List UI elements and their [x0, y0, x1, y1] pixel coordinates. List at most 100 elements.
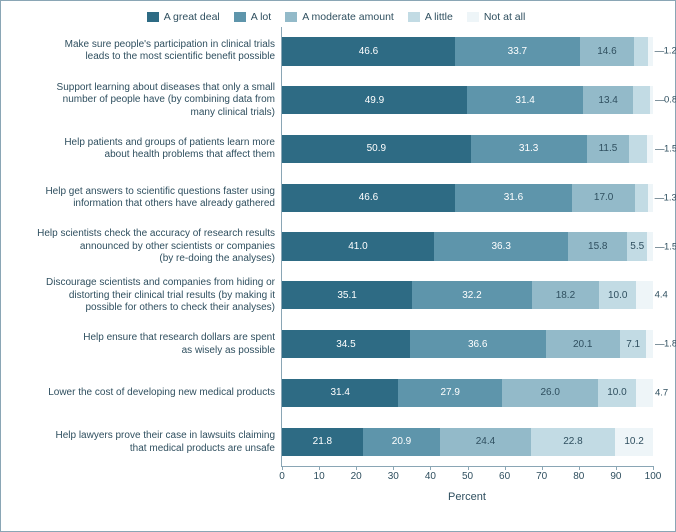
- bar-segment: 22.8: [531, 428, 616, 456]
- legend-label: A great deal: [164, 11, 220, 23]
- bar-segment: 32.2: [412, 281, 531, 309]
- bar-segment: 46.6: [282, 37, 455, 65]
- legend-label: A little: [425, 11, 453, 23]
- x-tick-label: 60: [499, 471, 510, 482]
- bar-row: 41.036.315.85.5—1.5: [282, 222, 653, 271]
- legend-swatch: [467, 12, 479, 22]
- trail-label: —1.2: [653, 46, 676, 57]
- x-tick-label: 30: [388, 471, 399, 482]
- y-label: Help lawyers prove their case in lawsuit…: [19, 418, 281, 467]
- y-label: Help ensure that research dollars are sp…: [19, 320, 281, 369]
- bar-row: 35.132.218.210.04.4: [282, 271, 653, 320]
- legend-item: A lot: [234, 11, 271, 23]
- bar-segment: 36.3: [434, 232, 569, 260]
- bar-segment: [646, 330, 653, 358]
- bar-segment: 18.2: [532, 281, 600, 309]
- bar: 46.631.617.0—1.3: [282, 184, 653, 212]
- bar-segment: [633, 86, 650, 114]
- bar: 46.633.714.6—1.2: [282, 37, 653, 65]
- x-tick-mark: [319, 466, 320, 470]
- trail-label: 4.7: [653, 387, 668, 398]
- bar-rows: 46.633.714.6—1.2 49.931.413.4—0.8 50.931.3…: [282, 27, 653, 466]
- legend: A great deal A lot A moderate amount A litt…: [19, 11, 653, 23]
- bar-segment: 46.6: [282, 184, 455, 212]
- x-tick-mark: [542, 466, 543, 470]
- legend-label: Not at all: [484, 11, 525, 23]
- x-tick-label: 10: [314, 471, 325, 482]
- bar-row: 49.931.413.4—0.8: [282, 76, 653, 125]
- y-label: Support learning about diseases that onl…: [19, 76, 281, 125]
- x-tick-mark: [356, 466, 357, 470]
- trail-label: —1.5: [653, 143, 676, 154]
- x-tick-label: 50: [462, 471, 473, 482]
- bar-segment: [634, 37, 648, 65]
- legend-label: A moderate amount: [302, 11, 394, 23]
- x-tick-mark: [653, 466, 654, 470]
- trail-label: —1.3: [653, 192, 676, 203]
- legend-item: A moderate amount: [285, 11, 394, 23]
- y-label: Lower the cost of developing new medical…: [19, 369, 281, 418]
- legend-item: A great deal: [147, 11, 220, 23]
- legend-swatch: [285, 12, 297, 22]
- x-tick-label: 100: [645, 471, 662, 482]
- bar-segment: 5.5: [627, 232, 647, 260]
- bar: 34.536.620.17.1—1.8: [282, 330, 653, 358]
- bar-segment: 49.9: [282, 86, 467, 114]
- x-tick-label: 70: [536, 471, 547, 482]
- bar: 41.036.315.85.5—1.5: [282, 232, 653, 260]
- x-tick-mark: [430, 466, 431, 470]
- bar-segment: 14.6: [580, 37, 634, 65]
- bar-row: 46.631.617.0—1.3: [282, 173, 653, 222]
- bar-segment: 21.8: [282, 428, 363, 456]
- chart-frame: A great deal A lot A moderate amount A litt…: [0, 0, 676, 532]
- bar-row: 50.931.311.5—1.5: [282, 125, 653, 174]
- bar-segment: 13.4: [583, 86, 633, 114]
- bar-segment: 31.6: [455, 184, 572, 212]
- bar-segment: 10.0: [598, 379, 635, 407]
- bar-segment: 33.7: [455, 37, 580, 65]
- y-axis-labels: Make sure people's participation in clin…: [19, 27, 281, 467]
- trail-label: —0.8: [653, 95, 676, 106]
- bar-segment: 31.4: [467, 86, 583, 114]
- bar: 31.427.926.010.04.7: [282, 379, 653, 407]
- bar-row: 46.633.714.6—1.2: [282, 27, 653, 76]
- bar-segment: 31.3: [471, 135, 587, 163]
- bar-segment: 10.2: [615, 428, 653, 456]
- bar-segment: 17.0: [572, 184, 635, 212]
- bar-segment: 7.1: [620, 330, 646, 358]
- x-tick-mark: [579, 466, 580, 470]
- bar-segment: 11.5: [587, 135, 630, 163]
- bar-segment: 27.9: [398, 379, 502, 407]
- x-tick-label: 90: [610, 471, 621, 482]
- plot-area: 0102030405060708090100 46.633.714.6—1.24…: [281, 27, 653, 467]
- y-label: Help get answers to scientific questions…: [19, 174, 281, 223]
- bar: 49.931.413.4—0.8: [282, 86, 653, 114]
- bar: 50.931.311.5—1.5: [282, 135, 653, 163]
- x-tick-label: 80: [573, 471, 584, 482]
- chart-body: Make sure people's participation in clin…: [19, 27, 653, 467]
- x-tick-label: 0: [279, 471, 285, 482]
- x-tick-label: 20: [351, 471, 362, 482]
- bar-segment: 20.1: [546, 330, 620, 358]
- bar-segment: [636, 379, 653, 407]
- bar-segment: 26.0: [502, 379, 598, 407]
- x-tick-mark: [282, 466, 283, 470]
- bar-row: 21.820.924.422.810.2: [282, 417, 653, 466]
- bar-row: 31.427.926.010.04.7: [282, 368, 653, 417]
- bar-segment: 24.4: [440, 428, 530, 456]
- bar-segment: 15.8: [568, 232, 627, 260]
- bar-row: 34.536.620.17.1—1.8: [282, 320, 653, 369]
- legend-swatch: [234, 12, 246, 22]
- bar-segment: [636, 281, 652, 309]
- legend-swatch: [147, 12, 159, 22]
- x-tick-mark: [393, 466, 394, 470]
- y-label: Help patients and groups of patients lea…: [19, 125, 281, 174]
- legend-item: Not at all: [467, 11, 525, 23]
- trail-label: —1.5: [653, 241, 676, 252]
- legend-swatch: [408, 12, 420, 22]
- x-tick-label: 40: [425, 471, 436, 482]
- bar-segment: 36.6: [410, 330, 546, 358]
- bar: 21.820.924.422.810.2: [282, 428, 653, 456]
- bar-segment: [629, 135, 647, 163]
- legend-label: A lot: [251, 11, 271, 23]
